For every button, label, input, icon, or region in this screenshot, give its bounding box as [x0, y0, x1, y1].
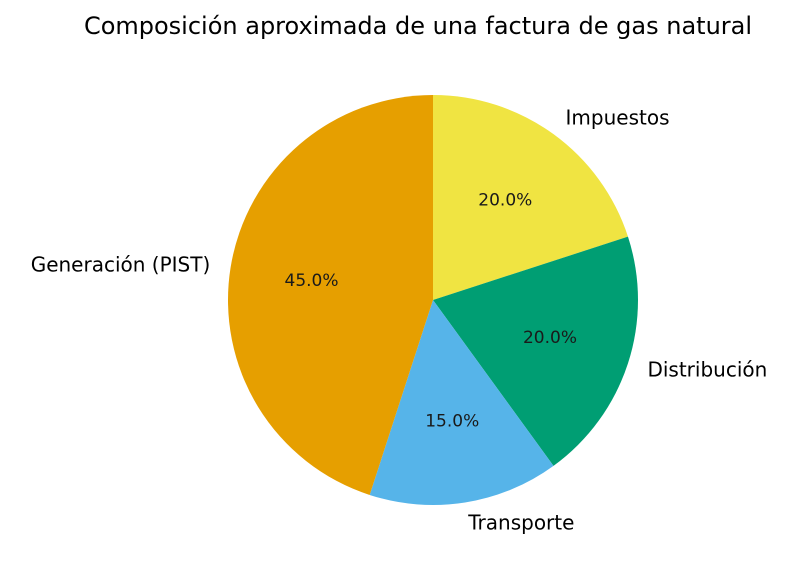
pie-slice-transporte — [369, 300, 554, 505]
pie-pct-label-distribucion: 20.0% — [523, 328, 577, 348]
pie-label-impuestos: Impuestos — [566, 106, 670, 130]
pie-slice-generacion-pist — [228, 95, 433, 495]
pie-label-distribucion: Distribución — [647, 358, 767, 382]
pie-slice-impuestos — [433, 95, 628, 300]
chart-title: Composición aproximada de una factura de… — [84, 12, 752, 40]
pie-label-transporte: Transporte — [467, 511, 574, 535]
pie-pct-label-transporte: 15.0% — [425, 411, 479, 431]
pie-slice-distribucion — [433, 236, 638, 466]
pie-slices — [228, 95, 638, 505]
pie-pct-label-impuestos: 20.0% — [478, 190, 532, 210]
pie-label-generacion-pist: Generación (PIST) — [31, 253, 211, 277]
pie-pct-label-generacion-pist: 45.0% — [285, 271, 339, 291]
pie-labels: 20.0% Impuestos 20.0% Distribución 15.0% Tran… — [31, 106, 768, 535]
